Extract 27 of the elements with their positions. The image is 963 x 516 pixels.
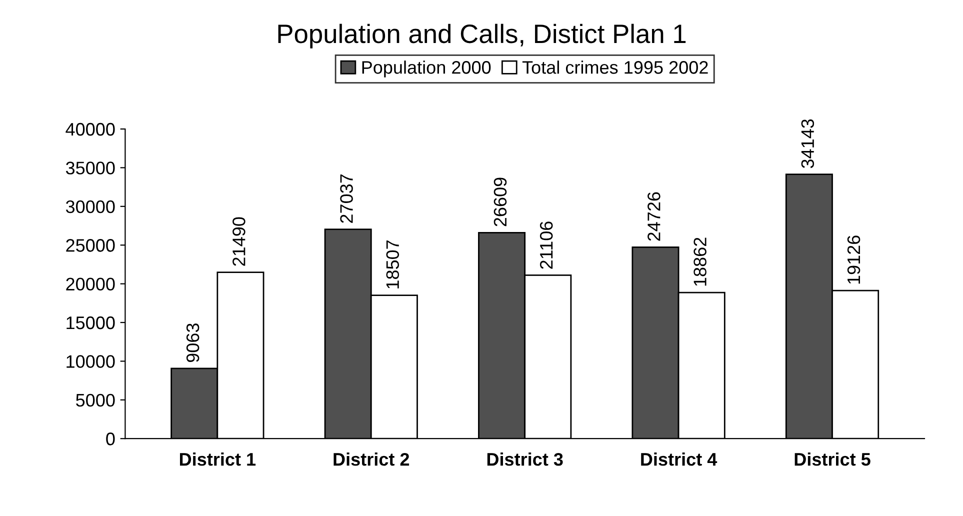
chart-title: Population and Calls, Distict Plan 1	[278, 24, 686, 48]
legend-label: Population 2000	[362, 60, 491, 78]
y-tick-label: 20000	[66, 278, 115, 291]
legend-label: Total crimes 1995 2002	[522, 60, 708, 74]
data-label: 9063	[186, 324, 200, 362]
y-tick-label: 30000	[66, 200, 115, 214]
data-label: 18862	[694, 238, 706, 286]
data-label: 18507	[386, 240, 400, 288]
x-tick-label: District 4	[641, 452, 718, 466]
data-label: 19126	[847, 236, 860, 284]
data-label: 21106	[540, 222, 553, 269]
y-tick-label: 25000	[66, 239, 115, 252]
y-tick-label: 15000	[66, 316, 115, 330]
data-label: 34143	[801, 119, 814, 168]
data-label: 27037	[340, 174, 353, 223]
y-tick-label: 40000	[66, 122, 115, 136]
data-label: 26609	[494, 178, 507, 226]
x-tick-label: District 2	[334, 452, 410, 466]
x-tick-label: District 3	[487, 452, 563, 466]
data-label: 21490	[232, 217, 246, 266]
y-tick-label: 0	[106, 432, 115, 446]
data-label: 24726	[648, 192, 660, 241]
y-tick-label: 10000	[66, 355, 115, 368]
y-tick-label: 5000	[76, 394, 115, 407]
x-tick-label: District 1	[180, 452, 256, 466]
y-tick-label: 35000	[66, 162, 115, 174]
x-tick-label: District 5	[794, 452, 870, 466]
